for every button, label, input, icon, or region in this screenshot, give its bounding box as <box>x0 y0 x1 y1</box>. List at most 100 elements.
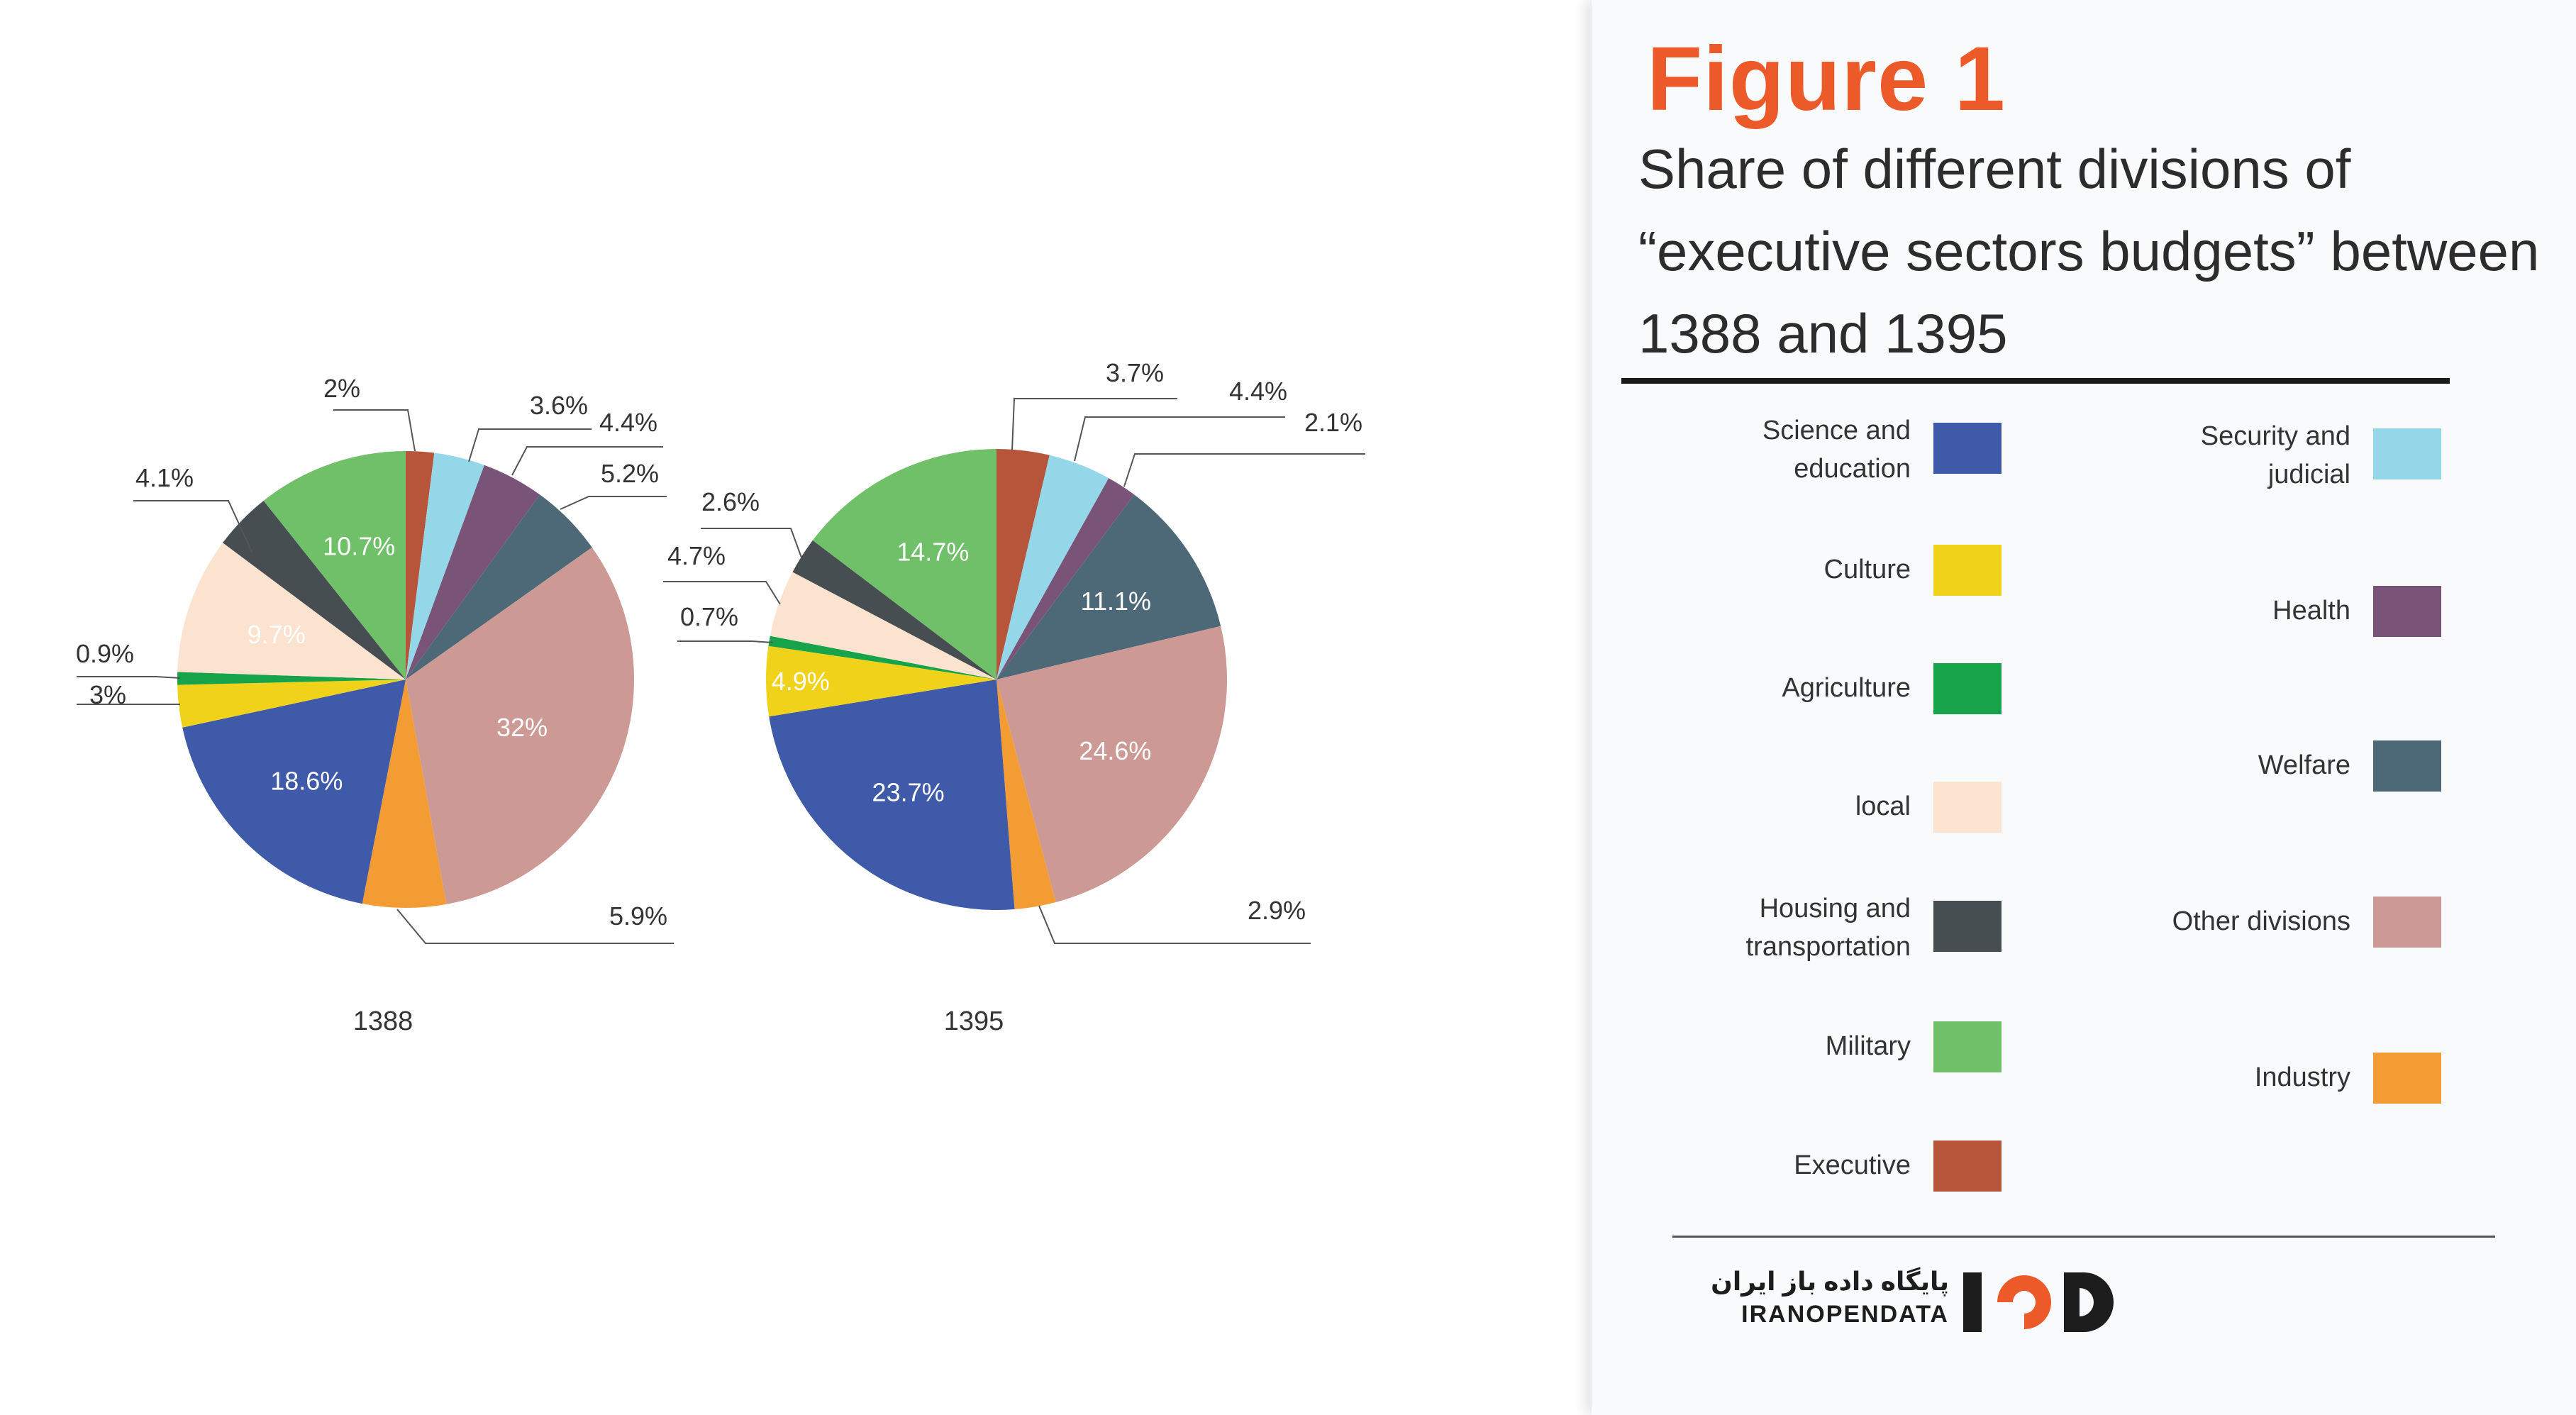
pie-slice <box>996 626 1228 903</box>
legend-item: Housing and transportation <box>1604 894 2002 962</box>
pie-year-label: 1388 <box>353 1006 413 1036</box>
slice-value-label: 4.7% <box>667 541 726 570</box>
slice-value-label: 2.9% <box>1248 896 1306 925</box>
legend-swatch <box>1933 901 2002 952</box>
legend-label: Science and education <box>1762 416 1911 484</box>
figure-panel: Figure 1 Share of different divisions of… <box>1592 0 2576 1415</box>
pie-slice <box>362 679 447 909</box>
slice-leader-line <box>1123 453 1365 487</box>
legend-item: Military <box>1604 1021 2002 1072</box>
pie-slice <box>996 449 1050 679</box>
pie-slice <box>406 494 592 679</box>
slice-value-label: 11.1% <box>1081 587 1151 616</box>
pie-slice <box>406 465 540 679</box>
pie-slice <box>769 679 1015 910</box>
pie-slice <box>792 540 996 679</box>
slice-leader-line <box>1011 398 1177 451</box>
slice-value-label: 24.6% <box>1079 736 1151 765</box>
legend-item: Welfare <box>2044 740 2441 792</box>
legend-label: Executive <box>1794 1150 1911 1180</box>
figure-subtitle: Share of different divisions of “executi… <box>1638 138 2540 365</box>
slice-value-label: 4.1% <box>135 463 194 492</box>
slice-leader-line <box>560 496 667 510</box>
slice-leader-line <box>663 581 781 605</box>
figure-title: Figure 1 <box>1647 28 2006 130</box>
legend-label: Welfare <box>2258 750 2350 780</box>
pie-slice <box>263 451 406 679</box>
legend-item: Other divisions <box>2044 897 2441 948</box>
slice-leader-line <box>1074 416 1285 462</box>
slice-value-label: 32% <box>496 713 548 742</box>
iod-logo-mark <box>1963 1272 2114 1332</box>
legend-label: Other divisions <box>2172 906 2350 936</box>
pie-slice <box>812 449 996 679</box>
logo-persian-text: پایگاه داده باز ایران <box>1711 1267 1949 1296</box>
pie-slice <box>770 572 996 679</box>
legend-swatch <box>1933 782 2002 833</box>
slice-leader-line <box>333 409 416 452</box>
slice-leader-line <box>396 909 674 944</box>
pie-slice <box>996 494 1221 679</box>
pie-chart-1395: 3.7% 4.4% 2.1% 11.1% 24.6% 2.9% 23.7% 4.9% 0.7% 4… <box>663 358 1365 1036</box>
slice-value-label: 10.7% <box>323 532 395 561</box>
legend-label: Health <box>2272 596 2350 626</box>
legend-label: local <box>1855 792 1911 821</box>
slice-value-label: 4.4% <box>1229 377 1287 406</box>
pie-slice <box>182 679 406 904</box>
slice-leader-line <box>677 640 774 643</box>
iranopendata-logo: پایگاه داده باز ایران IRANOPENDATA <box>1711 1263 2114 1341</box>
slice-value-label: 18.6% <box>270 767 343 796</box>
pie-charts: 2% 3.6% 4.4% 5.2% 32% 5.9% 18.6% 3% 0.9% 9.7% 4.1%… <box>76 358 1365 1036</box>
slice-value-label: 23.7% <box>872 778 945 807</box>
footer-divider <box>1672 1236 2495 1238</box>
pie-slice <box>406 547 634 904</box>
legend-swatch <box>2373 740 2441 792</box>
legend-item: local <box>1604 782 2002 833</box>
legend-item: Security and judicial <box>2044 421 2441 489</box>
slice-value-label: 2% <box>323 374 360 403</box>
pie-slice <box>406 451 435 679</box>
legend-swatch <box>1933 545 2002 596</box>
slice-value-label: 0.7% <box>680 602 738 631</box>
slice-value-label: 3.7% <box>1106 358 1164 387</box>
pie-slice <box>996 478 1135 679</box>
pie-slice <box>406 453 484 679</box>
slice-value-label: 9.7% <box>248 620 306 649</box>
legend-item: Health <box>2044 586 2441 637</box>
legend-label: Culture <box>1823 555 1911 584</box>
pie-slice <box>177 543 406 679</box>
legend-swatch <box>2373 428 2441 479</box>
legend-item: Agriculture <box>1604 663 2002 714</box>
pie-slice <box>177 672 406 685</box>
slice-value-label: 2.1% <box>1304 408 1362 437</box>
logo-english-text: IRANOPENDATA <box>1741 1301 1949 1328</box>
slice-leader-line <box>1038 905 1311 944</box>
pie-chart-1388: 2% 3.6% 4.4% 5.2% 32% 5.9% 18.6% 3% 0.9% 9.7% 4.1%… <box>76 374 674 1036</box>
legend-label: Security and judicial <box>2200 421 2350 489</box>
legend-label: Military <box>1825 1031 1911 1061</box>
legend-swatch <box>1933 1021 2002 1072</box>
legend-item: Executive <box>1604 1141 2002 1192</box>
legend-label: Housing and transportation <box>1745 894 1911 962</box>
title-divider <box>1621 378 2450 384</box>
slice-value-label: 0.9% <box>76 639 134 668</box>
legend-swatch <box>1933 423 2002 474</box>
legend-item: Culture <box>1604 545 2002 596</box>
pie-slice <box>765 645 996 717</box>
pie-slice <box>996 455 1109 679</box>
slice-leader-line <box>511 446 663 476</box>
legend-swatch <box>1933 1141 2002 1192</box>
legend-label: Agriculture <box>1782 673 1911 703</box>
slice-leader-line <box>133 500 252 553</box>
legend-swatch <box>1933 663 2002 714</box>
legend-item: Industry <box>2044 1053 2441 1104</box>
legend-label: Industry <box>2254 1062 2350 1092</box>
legend-item: Science and education <box>1604 416 2002 484</box>
pie-slice <box>996 679 1056 909</box>
pie-slice <box>177 679 406 728</box>
legend-swatch <box>2373 897 2441 948</box>
slice-value-label: 2.6% <box>701 487 760 516</box>
slice-value-label: 4.4% <box>599 408 657 437</box>
legend-swatch <box>2373 586 2441 637</box>
legend-swatch <box>2373 1053 2441 1104</box>
